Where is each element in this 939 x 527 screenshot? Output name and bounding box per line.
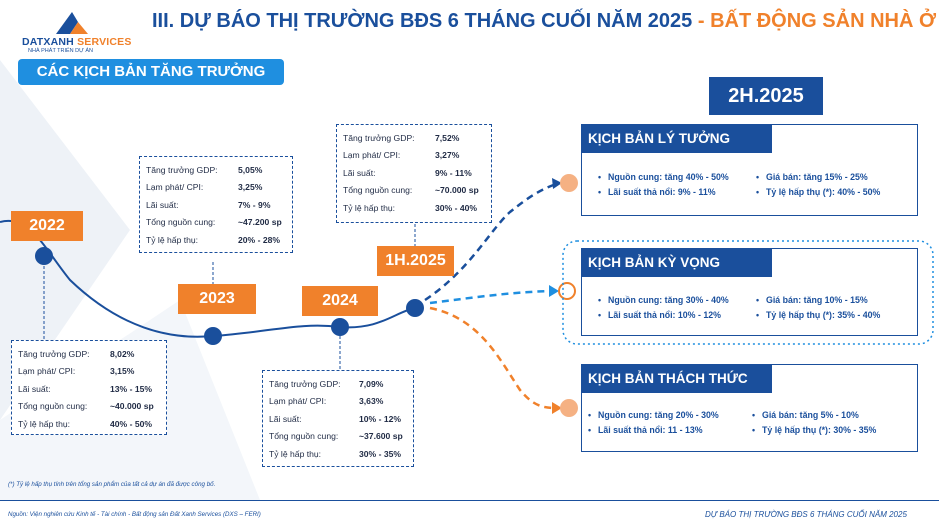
scenario-dot-ideal [560, 174, 578, 192]
source-note: Nguồn: Viện nghiên cứu Kinh tế - Tài chí… [8, 511, 261, 518]
info-box-1h2025: Tăng trưởng GDP: 7,52% Lạm phát/ CPI: 3,27… [336, 124, 492, 223]
scenario-dot-expected [558, 282, 576, 300]
year-label-1h2025: 1H.2025 [377, 246, 454, 276]
info-box-2023: Tăng trưởng GDP: 5,05% Lạm phát/ CPI: 3,25… [139, 156, 293, 253]
info-row: Tăng trưởng GDP: 7,52% [343, 132, 460, 143]
scenario-item: Nguồn cung: tăng 20% - 30% [588, 410, 719, 420]
scenario-title: KỊCH BẢN THÁCH THỨC [582, 365, 772, 393]
scenario-card-ideal: KỊCH BẢN LÝ TƯỞNG Nguồn cung: tăng 40% -… [581, 124, 918, 216]
section-tab: CÁC KỊCH BẢN TĂNG TRƯỞNG [18, 59, 284, 85]
info-row: Lạm phát/ CPI: 3,27% [343, 150, 460, 161]
forecast-period-label: 2H.2025 [709, 77, 823, 115]
scenario-item: Giá bán: tăng 10% - 15% [756, 295, 868, 305]
info-row: Tổng nguồn cung: ~70.000 sp [343, 185, 479, 196]
info-row: Tăng trưởng GDP: 5,05% [146, 164, 263, 175]
report-name: DỰ BÁO THỊ TRƯỜNG BĐS 6 THÁNG CUỐI NĂM 2… [705, 510, 907, 519]
info-box-2022: Tăng trưởng GDP: 8,02% Lạm phát/ CPI: 3,15… [11, 340, 167, 435]
info-row: Tỷ lệ hấp thụ: 20% - 28% [146, 234, 281, 245]
scenario-title: KỊCH BẢN KỲ VỌNG [582, 249, 772, 277]
info-row: Tổng nguồn cung: ~37.600 sp [269, 431, 403, 442]
info-row: Lạm phát/ CPI: 3,15% [18, 366, 135, 377]
connector-challenge [429, 306, 557, 410]
info-row: Tăng trưởng GDP: 7,09% [269, 378, 384, 389]
scenario-card-expected: KỊCH BẢN KỲ VỌNG Nguồn cung: tăng 30% - … [581, 248, 918, 336]
scenario-item: Giá bán: tăng 15% - 25% [756, 172, 868, 182]
logo-mark-icon [56, 12, 88, 34]
info-row: Lãi suất: 13% - 15% [18, 383, 153, 394]
footnote: (*) Tỷ lệ hấp thụ tính trên tổng sản phẩ… [8, 481, 216, 488]
info-box-2024: Tăng trưởng GDP: 7,09% Lạm phát/ CPI: 3,63… [262, 370, 414, 467]
timeline-dot-2022 [35, 247, 53, 265]
timeline-dot-2023 [204, 327, 222, 345]
info-row: Tỷ lệ hấp thụ: 30% - 40% [343, 202, 478, 213]
scenario-dot-challenge [560, 399, 578, 417]
footer-divider [0, 500, 939, 501]
logo-tagline: NHÀ PHÁT TRIỂN DỰ ÁN [28, 48, 94, 54]
expected-highlight-frame [562, 240, 934, 345]
info-row: Tổng nguồn cung: ~40.000 sp [18, 401, 154, 412]
scenario-item: Tỷ lệ hấp thụ (*): 35% - 40% [756, 310, 880, 320]
info-row: Lãi suất: 7% - 9% [146, 199, 271, 210]
scenario-item: Lãi suất thả nổi: 11 - 13% [588, 425, 703, 435]
logo-brand: DATXANH SERVICES [22, 36, 132, 48]
timeline-dot-2024 [331, 318, 349, 336]
info-row: Tăng trưởng GDP: 8,02% [18, 348, 135, 359]
info-row: Tỷ lệ hấp thụ: 30% - 35% [269, 448, 402, 459]
info-row: Lạm phát/ CPI: 3,25% [146, 182, 263, 193]
info-row: Lãi suất: 10% - 12% [269, 413, 402, 424]
info-row: Lãi suất: 9% - 11% [343, 167, 472, 178]
year-label-2022: 2022 [11, 211, 83, 241]
scenario-item: Giá bán: tăng 5% - 10% [752, 410, 859, 420]
info-row: Tổng nguồn cung: ~47.200 sp [146, 217, 282, 228]
company-logo: DATXANH SERVICES NHÀ PHÁT TRIỂN DỰ ÁN [22, 10, 131, 56]
connector-expected [429, 289, 553, 305]
scenario-card-challenge: KỊCH BẢN THÁCH THỨC Nguồn cung: tăng 20%… [581, 364, 918, 452]
year-label-2024: 2024 [302, 286, 378, 316]
scenario-title: KỊCH BẢN LÝ TƯỞNG [582, 125, 772, 153]
info-row: Tỷ lệ hấp thụ: 40% - 50% [18, 418, 153, 429]
year-label-2023: 2023 [178, 284, 256, 314]
scenario-item: Nguồn cung: tăng 40% - 50% [598, 172, 729, 182]
scenario-item: Tỷ lệ hấp thụ (*): 30% - 35% [752, 425, 876, 435]
timeline-dot-1h2025 [406, 299, 424, 317]
scenario-item: Nguồn cung: tăng 30% - 40% [598, 295, 729, 305]
scenario-item: Tỷ lệ hấp thụ (*): 40% - 50% [756, 187, 880, 197]
scenario-item: Lãi suất thả nổi: 9% - 11% [598, 187, 716, 197]
info-row: Lạm phát/ CPI: 3,63% [269, 396, 384, 407]
page-title: III. DỰ BÁO THỊ TRƯỜNG BĐS 6 THÁNG CUỐI … [152, 10, 937, 32]
connector-ideal [424, 182, 557, 302]
scenario-item: Lãi suất thả nổi: 10% - 12% [598, 310, 721, 320]
